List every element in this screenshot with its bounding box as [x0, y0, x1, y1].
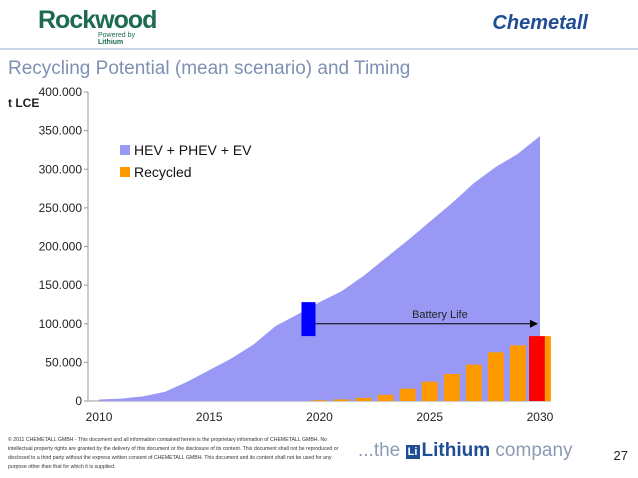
- recycled-bar: [311, 400, 328, 401]
- y-tick-label: 250.000: [39, 201, 83, 215]
- recycled-bar-edge: [544, 336, 551, 401]
- recycled-bar: [333, 399, 350, 401]
- battery-life-arrow-head: [529, 319, 538, 328]
- x-tick-label: 2010: [86, 410, 113, 424]
- legend-label: Recycled: [134, 164, 192, 180]
- chemetall-logo: Chemetall: [492, 12, 588, 34]
- recycling-chart: 0 50.000 100.000 150.000 200.000 250.000 300.0…: [39, 85, 554, 424]
- recycled-bar: [465, 364, 482, 401]
- x-tick-label: 2030: [527, 410, 554, 424]
- x-tick-label: 2015: [196, 410, 223, 424]
- battery-life-label: Battery Life: [412, 309, 468, 321]
- tagline-suffix: company: [495, 440, 573, 461]
- y-tick-label: 100.000: [39, 317, 83, 331]
- recycled-bar: [377, 394, 394, 401]
- y-tick-label: 400.000: [39, 85, 83, 99]
- legend-swatch: [120, 145, 130, 155]
- y-axis-unit-label: t LCE: [8, 96, 40, 110]
- y-tick-label: 150.000: [39, 278, 83, 292]
- header-divider: [0, 48, 638, 50]
- rockwood-logo: Rockwood Powered by Lithium: [38, 6, 158, 47]
- y-tick-label: 0: [75, 394, 82, 408]
- demand-area: [99, 136, 540, 401]
- rockwood-logo-text: Rockwood: [38, 6, 157, 34]
- y-tick-label: 200.000: [39, 240, 83, 254]
- y-tick-label: 300.000: [39, 162, 83, 176]
- slide-title: Recycling Potential (mean scenario) and …: [8, 58, 411, 79]
- copyright-footer: © 2011 CHEMETALL GMBH - This document an…: [8, 437, 339, 470]
- recycled-bar: [509, 345, 526, 401]
- recycled-bar: [529, 336, 545, 401]
- recycled-bar: [421, 381, 438, 401]
- rockwood-logo-sub-prefix: Powered by: [98, 32, 135, 39]
- recycled-bar: [487, 352, 504, 401]
- recycled-bar: [443, 373, 460, 401]
- battery-life-marker: [301, 302, 316, 337]
- recycled-bar: [355, 397, 372, 401]
- plot-area: 0 50.000 100.000 150.000 200.000 250.000 300.0…: [39, 85, 554, 424]
- x-tick-label: 2025: [416, 410, 443, 424]
- recycled-bar: [399, 388, 416, 401]
- legend-swatch: [120, 167, 130, 177]
- tagline-brand: Lithium: [421, 440, 491, 461]
- y-tick-label: 350.000: [39, 124, 83, 138]
- lithium-box-icon: Li: [405, 445, 420, 459]
- legend-label: HEV + PHEV + EV: [134, 142, 252, 158]
- page-number: 27: [613, 448, 628, 463]
- x-tick-label: 2020: [306, 410, 333, 424]
- tagline: ...the Li Lithium company: [358, 440, 573, 462]
- tagline-prefix: ...the: [358, 440, 401, 461]
- rockwood-logo-sub-brand: Lithium: [98, 39, 124, 46]
- y-tick-label: 50.000: [45, 355, 82, 369]
- rockwood-logo-sub: Powered by Lithium: [98, 32, 158, 46]
